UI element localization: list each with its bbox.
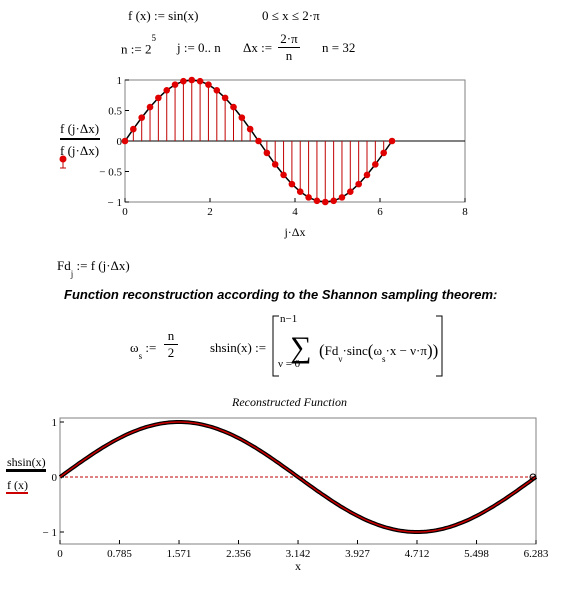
plot2-ytick-label: − 1 — [43, 527, 57, 539]
plot2-xtick-label: 1.571 — [167, 548, 192, 560]
plot1-marker — [171, 81, 179, 88]
plot1-marker — [163, 87, 171, 94]
plot1-marker — [271, 161, 279, 168]
plot2-legend-f-swatch — [6, 492, 28, 494]
plot1-ytick-label: 1 — [117, 75, 123, 87]
func-definition: f (x) := sin(x) — [128, 8, 199, 23]
shsin-brackets: ∑ — [272, 315, 443, 377]
plot1-marker — [355, 180, 362, 188]
plot1-xlabel: j·Δx — [283, 225, 305, 239]
sum-body: (Fdν·sinc(ωs·x − ν·π)) — [319, 341, 439, 364]
plot1-marker — [246, 125, 254, 133]
plot1-marker — [196, 77, 204, 85]
plot2-xtick-label: 6.283 — [524, 548, 549, 560]
plot2-xtick-label: 0 — [57, 548, 63, 560]
plot2-end-marker — [529, 473, 537, 481]
plot2-xtick-label: 5.498 — [464, 548, 489, 560]
plot2-chart: 10− 1 0 0.785 1.571 2.356 3.142 3.927 4.712 5.4… — [43, 417, 549, 573]
plot2-xtick-label: 4.712 — [405, 548, 430, 560]
n-definition: n := 25 — [121, 33, 156, 57]
plot1-marker — [155, 94, 162, 102]
shsin-definition-lhs: shsin(x) := — [210, 340, 267, 355]
plot1-marker — [180, 77, 187, 85]
plot1-marker — [280, 171, 287, 179]
plot2-xlabel: x — [295, 559, 301, 573]
plot1-xtick-label: 0 — [122, 206, 128, 218]
plot2-xtick-label: 3.927 — [345, 548, 370, 560]
plot1-legend-line-swatch — [60, 138, 100, 140]
plot1-ytick-label: − 0.5 — [99, 167, 122, 179]
plot2-xtick-label: 0.785 — [107, 548, 132, 560]
omega-s-definition: ωs := — [130, 340, 157, 361]
plot2-series-f — [59, 421, 537, 533]
plot1-marker — [255, 137, 262, 145]
plot1-marker — [138, 114, 146, 121]
plot1-marker — [380, 149, 387, 157]
plot1-marker — [238, 114, 246, 121]
plot1-marker — [388, 137, 396, 145]
plot1-ytick-label: 0.5 — [108, 106, 122, 118]
plot1-ylabel-line: f (j·Δx) — [60, 121, 100, 136]
omega-s-fraction: n 2 — [164, 328, 178, 361]
plot2-title: Reconstructed Function — [232, 395, 347, 409]
plot1-chart: 1 0.5 0 − 0.5 − 1 0 2 4 6 8 j·Δx — [99, 75, 468, 239]
plot1-marker — [263, 149, 271, 157]
plot1-xtick-label: 8 — [462, 206, 468, 218]
plot2-frame — [59, 417, 537, 545]
plot1-ytick-label: − 1 — [108, 197, 122, 209]
section-heading: Function reconstruction according to the… — [64, 287, 498, 302]
plot2-ytick-label: 1 — [52, 417, 58, 429]
domain-definition: 0 ≤ x ≤ 2·π — [262, 8, 320, 23]
dx-fraction: 2·π n — [278, 31, 300, 64]
dx-definition: Δx := — [243, 40, 273, 55]
plot1-xtick-label: 4 — [292, 206, 298, 218]
sum-upper-limit: n−1 — [280, 313, 298, 325]
plot1-xtick-label: 6 — [377, 206, 383, 218]
plot1-marker — [230, 103, 237, 111]
j-range-definition: j := 0.. n — [177, 40, 221, 55]
plot2-ylabel-shsin: shsin(x) — [7, 455, 46, 469]
sum-lower-limit: ν = 0 — [278, 358, 301, 370]
plot1-marker — [330, 197, 337, 205]
n-evaluation: n = 32 — [322, 40, 356, 55]
summation-sign: ∑ — [290, 331, 311, 364]
plot2-xtick-label: 2.356 — [226, 548, 251, 560]
plot1-marker — [205, 81, 212, 88]
plot1-ylabel-stem: f (j·Δx) — [60, 143, 100, 158]
plot2-ytick-label: 0 — [52, 472, 58, 484]
plot2-ylabel-f: f (x) — [7, 478, 28, 492]
plot1-marker — [305, 194, 312, 201]
plot1-marker — [346, 188, 354, 195]
plot2-legend-shsin-swatch — [6, 469, 46, 472]
plot2-xtick-label: 3.142 — [286, 548, 311, 560]
plot1-marker — [363, 171, 371, 179]
plot1-legend-stem-swatch — [59, 155, 67, 169]
plot1-marker — [213, 87, 221, 94]
plot1-marker — [321, 198, 329, 206]
plot1-ytick-label: 0 — [117, 136, 123, 148]
plot1-marker — [130, 125, 137, 133]
plot1-marker — [288, 180, 296, 188]
fd-definition: Fdj := f (j·Δx) — [57, 258, 130, 279]
plot1-xtick-label: 2 — [207, 206, 213, 218]
plot1-marker — [121, 137, 129, 145]
plot1-marker — [372, 161, 379, 168]
plot1-marker — [146, 103, 154, 111]
plot1-marker — [338, 194, 346, 201]
plot1-marker — [296, 188, 304, 195]
plot1-marker — [221, 94, 229, 102]
plot1-marker — [188, 76, 196, 84]
plot1-marker — [313, 197, 321, 205]
